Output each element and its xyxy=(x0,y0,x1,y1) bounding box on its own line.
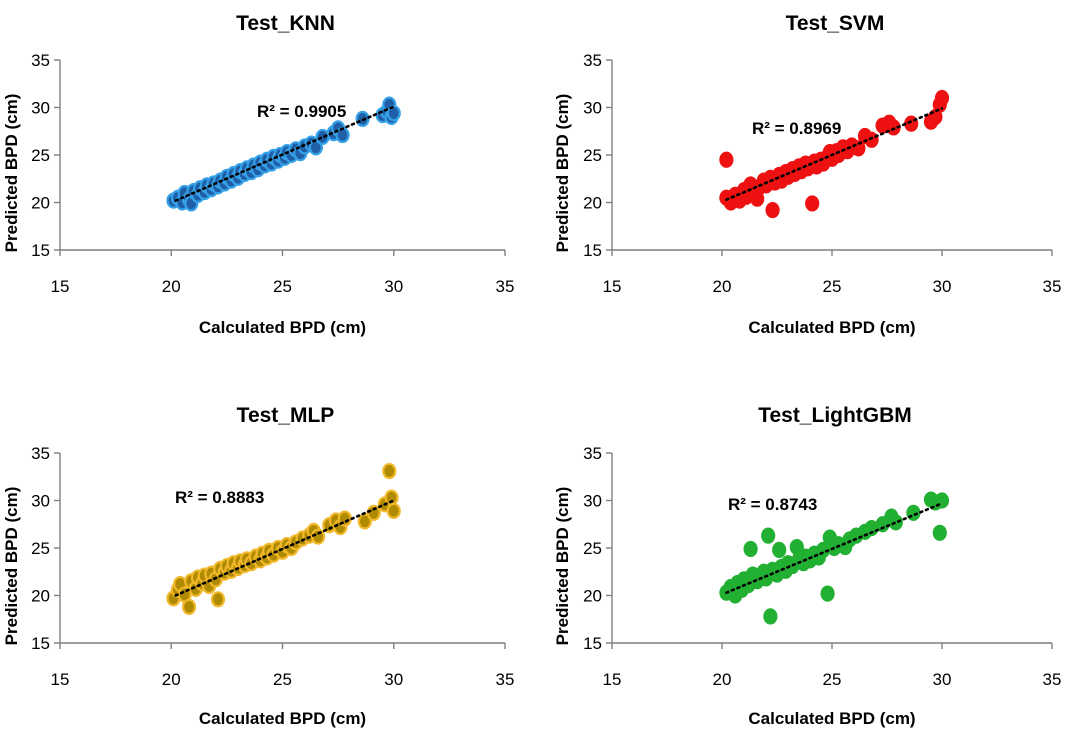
chart-3-data-point xyxy=(932,524,947,541)
chart-3-y-tick-label: 15 xyxy=(583,634,602,653)
chart-1-x-tick-label: 30 xyxy=(933,277,952,296)
chart-0-r2-label: R² = 0.9905 xyxy=(257,102,346,121)
chart-2-data-point xyxy=(382,462,397,480)
chart-0-trendline xyxy=(174,105,396,202)
chart-2-r2-label: R² = 0.8883 xyxy=(175,488,264,507)
chart-2-data-point xyxy=(181,598,197,616)
chart-1-x-tick-label: 25 xyxy=(823,277,842,296)
chart-0-y-tick-label: 20 xyxy=(31,194,50,213)
chart-0-x-tick-label: 35 xyxy=(496,277,515,296)
chart-3-x-tick-label: 20 xyxy=(713,670,732,689)
chart-0-y-tick-label: 15 xyxy=(31,241,50,260)
chart-3-x-tick-label: 25 xyxy=(823,670,842,689)
chart-2-x-axis-label: Calculated BPD (cm) xyxy=(199,709,366,728)
chart-3-x-tick-label: 30 xyxy=(933,670,952,689)
chart-3-x-tick-label: 35 xyxy=(1043,670,1062,689)
chart-3-data-point xyxy=(820,585,835,602)
chart-1-data-point xyxy=(805,195,820,212)
chart-3-data-point xyxy=(772,541,787,559)
chart-3-data-point xyxy=(763,608,778,625)
svm-panel: Test_SVM 15 20 25 30 35 15 20 25 30 35 Calculated B… xyxy=(553,12,1061,337)
chart-2-data-point xyxy=(210,591,226,608)
chart-0-data-point xyxy=(335,126,350,144)
chart-0-x-axis-label: Calculated BPD (cm) xyxy=(199,318,366,337)
chart-2-y-tick-label: 20 xyxy=(31,587,50,606)
chart-0-x-tick-label: 30 xyxy=(384,277,403,296)
chart-3-data-point xyxy=(888,514,903,531)
chart-3-r2-label: R² = 0.8743 xyxy=(728,495,817,514)
chart-1-y-tick-label: 25 xyxy=(583,146,602,165)
chart-2-data-point xyxy=(366,504,381,521)
chart-2-x-tick-label: 15 xyxy=(51,670,70,689)
chart-3-x-axis-label: Calculated BPD (cm) xyxy=(748,709,915,728)
chart-1-x-tick-label: 35 xyxy=(1043,277,1062,296)
chart-2-trendline xyxy=(174,499,396,597)
chart-2-x-tick-label: 35 xyxy=(496,670,515,689)
chart-2-y-axis-label: Predicted BPD (cm) xyxy=(2,487,21,646)
chart-0-y-axis-label: Predicted BPD (cm) xyxy=(2,94,21,253)
lightgbm-panel: Test_LightGBM 15 20 25 30 35 15 20 25 30 35 Calcula… xyxy=(553,404,1061,728)
chart-0-y-tick-label: 35 xyxy=(31,51,50,70)
chart-1-x-axis-label: Calculated BPD (cm) xyxy=(748,318,915,337)
chart-1-data-point xyxy=(719,151,734,168)
chart-0-data-point xyxy=(386,105,401,122)
chart-1-y-tick-label: 15 xyxy=(583,241,602,260)
chart-3-y-tick-label: 35 xyxy=(583,444,602,463)
chart-1-y-tick-label: 30 xyxy=(583,99,602,118)
chart-3-data-point xyxy=(761,527,776,544)
chart-0-x-tick-label: 15 xyxy=(51,277,70,296)
chart-1-trendline xyxy=(725,107,944,201)
chart-2-y-tick-label: 15 xyxy=(31,634,50,653)
mlp-panel: Test_MLP 15 20 25 30 35 15 20 25 30 35 Calculated B… xyxy=(2,404,514,728)
chart-2-y-tick-label: 35 xyxy=(31,444,50,463)
chart-3-x-tick-label: 15 xyxy=(603,670,622,689)
chart-0-y-tick-label: 30 xyxy=(31,99,50,118)
chart-2-y-tick-label: 25 xyxy=(31,539,50,558)
chart-1-r2-label: R² = 0.8969 xyxy=(752,119,841,138)
chart-2-title: Test_MLP xyxy=(237,404,335,427)
chart-1-data-point xyxy=(765,202,780,219)
chart-1-title: Test_SVM xyxy=(786,12,885,35)
chart-0-x-tick-label: 25 xyxy=(273,277,292,296)
chart-0-title: Test_KNN xyxy=(236,12,335,35)
chart-1-y-axis-label: Predicted BPD (cm) xyxy=(553,94,572,253)
chart-3-y-axis-label: Predicted BPD (cm) xyxy=(553,487,572,646)
chart-0-y-tick-label: 25 xyxy=(31,146,50,165)
chart-3-y-tick-label: 30 xyxy=(583,492,602,511)
chart-3-y-tick-label: 20 xyxy=(583,587,602,606)
chart-2-x-tick-label: 30 xyxy=(384,670,403,689)
chart-1-y-tick-label: 20 xyxy=(583,194,602,213)
chart-2-data-point xyxy=(386,502,401,520)
chart-0-x-tick-label: 20 xyxy=(162,277,181,296)
chart-2-y-tick-label: 30 xyxy=(31,492,50,511)
chart-3-title: Test_LightGBM xyxy=(758,404,912,427)
chart-1-x-tick-label: 15 xyxy=(603,277,622,296)
chart-1-y-tick-label: 35 xyxy=(583,51,602,70)
knn-panel: Test_KNN 15 20 25 30 35 15 20 25 30 35 Calculated B… xyxy=(2,12,514,337)
chart-1-x-tick-label: 20 xyxy=(713,277,732,296)
chart-2-x-tick-label: 25 xyxy=(273,670,292,689)
chart-1-data-point xyxy=(934,89,950,107)
chart-3-y-tick-label: 25 xyxy=(583,539,602,558)
chart-2-x-tick-label: 20 xyxy=(162,670,181,689)
chart-3-trendline xyxy=(725,502,944,594)
chart-3-data-point xyxy=(743,540,758,558)
